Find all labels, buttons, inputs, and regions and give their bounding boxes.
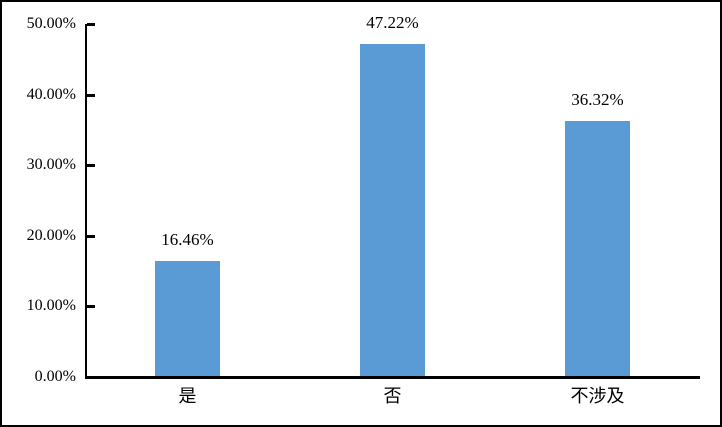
bar-否 bbox=[360, 43, 425, 376]
y-tick-label: 40.00% bbox=[26, 85, 76, 103]
y-tick-mark bbox=[87, 305, 95, 309]
bar-不涉及 bbox=[565, 120, 630, 376]
y-tick-mark bbox=[87, 23, 95, 26]
y-axis-line bbox=[85, 24, 87, 379]
y-tick-label: 10.00% bbox=[26, 297, 76, 315]
x-axis-line bbox=[85, 376, 700, 379]
y-tick-mark bbox=[87, 93, 95, 97]
bar-value-label: 36.32% bbox=[571, 89, 624, 109]
y-tick-label: 50.00% bbox=[26, 15, 76, 32]
x-category-label: 否 bbox=[383, 386, 402, 406]
bar-是 bbox=[155, 260, 220, 376]
y-tick-label: 0.00% bbox=[34, 368, 76, 385]
y-tick-mark bbox=[87, 164, 95, 168]
x-category-label: 是 bbox=[178, 386, 197, 406]
x-category-label: 不涉及 bbox=[570, 386, 625, 406]
y-tick-mark bbox=[87, 234, 95, 238]
y-tick-label: 20.00% bbox=[26, 226, 76, 244]
y-tick-label: 30.00% bbox=[26, 156, 76, 174]
bar-value-label: 16.46% bbox=[161, 229, 214, 249]
bar-value-label: 47.22% bbox=[366, 12, 419, 32]
